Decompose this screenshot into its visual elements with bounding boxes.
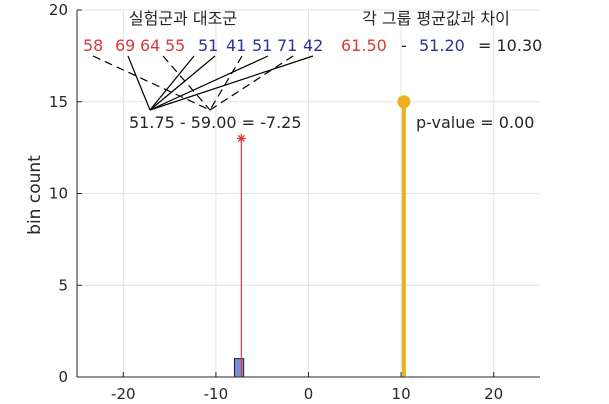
left-title: 실험군과 대조군 [129,9,237,28]
shuffled-difference: 51.75 - 59.00 = -7.25 [129,113,302,132]
y-tick-label: 5 [58,276,68,294]
minus-sign: - [401,36,407,55]
x-tick-label: -20 [111,385,136,403]
histogram-bars [233,358,245,378]
y-tick-label: 15 [49,93,68,111]
x-tick-label: -10 [204,385,229,403]
stem-marker-observed [397,95,411,109]
y-tick-label: 20 [49,1,68,19]
stem-marker-permuted [236,133,246,143]
group-a-value: 69 [115,36,135,55]
group-b-value: 71 [277,36,297,55]
mean-difference: = 10.30 [478,36,542,55]
y-tick-labels: 0 5 10 15 20 [49,1,68,386]
group-b-value: 51 [198,36,218,55]
x-tick-label: 10 [392,385,411,403]
x-tick-label: 0 [304,385,314,403]
mean-a: 61.50 [341,36,387,55]
group-b-value: 41 [226,36,246,55]
p-value: p-value = 0.00 [416,113,534,132]
group-b-value: 42 [303,36,323,55]
x-tick-label: 20 [484,385,503,403]
mean-b: 51.20 [419,36,465,55]
y-axis-label: bin count [25,155,45,235]
stems [236,95,411,377]
x-tick-labels: -20 -10 0 10 20 [111,385,503,403]
axes [76,9,540,378]
group-b-value: 51 [252,36,272,55]
group-a-value: 58 [83,36,103,55]
y-tick-label: 10 [49,185,68,203]
grid-lines [77,9,540,377]
group-values-line: 58 69 64 55 51 41 51 71 42 [83,36,323,55]
histogram-bar [233,358,245,378]
y-tick-label: 0 [58,368,68,386]
annotation-connectors [92,55,314,111]
group-a-value: 55 [165,36,185,55]
group-a-value: 64 [140,36,160,55]
right-title: 각 그룹 평균값과 차이 [362,9,510,28]
